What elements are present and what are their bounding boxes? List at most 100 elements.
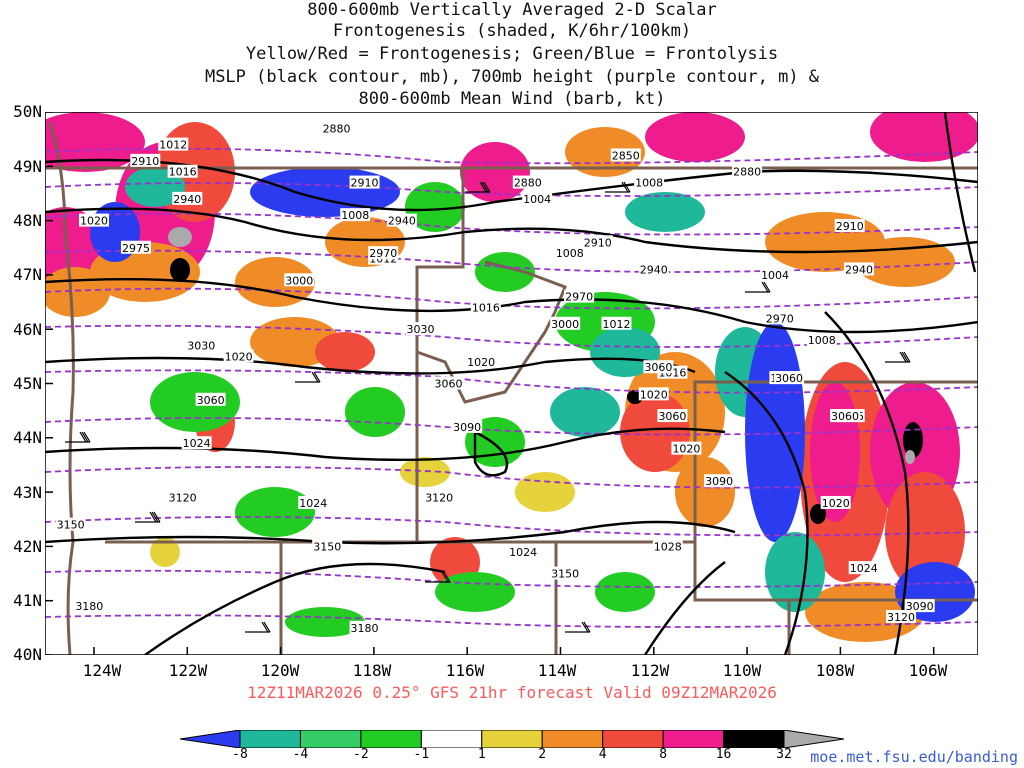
height-contour-label: 3120 <box>424 490 455 505</box>
height-contour-label: 2970 <box>764 311 795 325</box>
svg-text:2940: 2940 <box>388 215 416 228</box>
svg-text:1012: 1012 <box>602 318 630 331</box>
colorbar-segment <box>299 730 362 748</box>
svg-text:1004: 1004 <box>523 193 551 206</box>
height-contour-label: 2910 <box>130 153 161 168</box>
mslp-contour-label: 1016 <box>167 164 198 179</box>
colorbar-segment <box>239 730 301 748</box>
svg-text:1020: 1020 <box>467 356 495 369</box>
lon-label-122w: 122W <box>168 661 208 680</box>
svg-text:2910: 2910 <box>836 220 864 233</box>
svg-text:3120: 3120 <box>169 492 197 505</box>
svg-text:3180: 3180 <box>75 600 103 613</box>
lat-label-42n: 42N <box>13 537 42 556</box>
svg-text:1016: 1016 <box>169 166 197 179</box>
svg-text:2880: 2880 <box>514 177 542 190</box>
colorbar-segment <box>662 730 725 748</box>
svg-text:1020: 1020 <box>822 497 850 510</box>
height-contour-label: 3030 <box>186 338 217 352</box>
lat-label-50n: 50N <box>13 102 42 121</box>
colorbar-tick-label: 8 <box>659 747 668 762</box>
svg-text:2970: 2970 <box>369 247 397 260</box>
mslp-contour-label: 1020 <box>223 349 254 363</box>
height-contour-label: 3150 <box>550 566 581 581</box>
colorbar-segment <box>420 730 483 748</box>
lon-label-110w: 110W <box>722 661 762 680</box>
height-contour-label: 3090 <box>904 599 935 613</box>
height-contour-label: 2970 <box>368 246 399 260</box>
svg-text:3090: 3090 <box>453 421 481 434</box>
mslp-contour-label: 1020 <box>466 354 497 369</box>
svg-text:3120: 3120 <box>425 492 453 505</box>
svg-text:1020: 1020 <box>225 350 253 363</box>
svg-text:3060: 3060 <box>197 394 225 407</box>
svg-text:2970: 2970 <box>565 291 593 304</box>
lat-label-40n: 40N <box>13 645 42 664</box>
title-line-2: Frontogenesis (shaded, K/6hr/100km) <box>332 21 692 41</box>
colorbar-segment <box>602 730 664 748</box>
height-contour-label: 2880 <box>321 121 352 135</box>
svg-text:2880: 2880 <box>733 166 761 179</box>
height-contour-label: 2910 <box>349 175 380 190</box>
svg-text:1028: 1028 <box>654 540 682 553</box>
colorbar-tick-label: 2 <box>538 747 547 762</box>
colorbar-segment <box>783 730 844 748</box>
forecast-valid-time: 12Z11MAR2026 0.25° GFS 21hr forecast Val… <box>247 683 777 702</box>
mslp-contour-label: 1016 <box>470 300 501 314</box>
height-contour-label: 3150 <box>312 539 343 553</box>
svg-text:1024: 1024 <box>183 437 211 450</box>
colorbar-segment <box>360 730 422 748</box>
height-contour-label: 3060 <box>657 409 688 423</box>
height-contour-label: 2850 <box>610 148 641 162</box>
svg-text:1020: 1020 <box>80 215 108 228</box>
contour-labels: 1012101610201008101210041008100810161012… <box>55 121 935 635</box>
svg-text:3000: 3000 <box>551 318 579 331</box>
height-contour-label: 3060 <box>774 371 805 385</box>
svg-text:1012: 1012 <box>159 139 187 152</box>
height-contour-label: 2940 <box>172 191 203 206</box>
colorbar-tick-label: -8 <box>232 747 248 762</box>
lon-label-108w: 108W <box>815 661 855 680</box>
svg-text:1024: 1024 <box>299 497 327 510</box>
svg-text:2880: 2880 <box>323 122 351 135</box>
svg-text:1004: 1004 <box>761 269 789 282</box>
svg-text:1008: 1008 <box>635 177 663 190</box>
svg-text:3030: 3030 <box>187 339 215 352</box>
svg-text:3150: 3150 <box>57 519 85 532</box>
lon-label-106w: 106W <box>908 661 948 680</box>
svg-text:3090: 3090 <box>705 475 733 488</box>
svg-text:1020: 1020 <box>640 388 668 401</box>
svg-text:2910: 2910 <box>131 155 159 168</box>
colorbar-segment <box>180 730 241 748</box>
svg-text:3180: 3180 <box>351 622 379 635</box>
mslp-contour-label: 1008 <box>634 175 665 190</box>
svg-text:3150: 3150 <box>313 540 341 553</box>
mslp-contour-label: 1012 <box>601 316 632 331</box>
mslp-contour-label: 1028 <box>652 539 683 553</box>
svg-text:2910: 2910 <box>584 236 612 249</box>
height-contour-label: 2940 <box>844 262 875 276</box>
height-contour-label: 3180 <box>349 620 380 635</box>
lat-label-43n: 43N <box>13 483 42 502</box>
mslp-contour-label: 1024 <box>508 544 539 559</box>
lat-label-49n: 49N <box>13 157 42 176</box>
svg-text:1024: 1024 <box>509 546 537 559</box>
height-contour-label: 2880 <box>512 175 543 190</box>
title-line-5: 800-600mb Mean Wind (barb, kt) <box>358 89 666 109</box>
height-contour-label: 2975 <box>120 240 151 255</box>
mslp-contour-label: 1008 <box>806 333 837 347</box>
svg-text:3000: 3000 <box>285 274 313 287</box>
svg-text:3120: 3120 <box>887 611 915 624</box>
height-contour-label: 3000 <box>550 316 581 331</box>
svg-text:2970: 2970 <box>766 312 794 325</box>
colorbar-segment <box>541 730 604 748</box>
svg-text:2910: 2910 <box>351 177 379 190</box>
svg-text:1024: 1024 <box>850 562 878 575</box>
lon-label-112w: 112W <box>630 661 670 680</box>
mslp-contour-label: 1020 <box>820 495 851 510</box>
svg-text:3060: 3060 <box>831 410 859 423</box>
title-line-4: MSLP (black contour, mb), 700mb height (… <box>204 67 820 87</box>
height-contour-label: 3150 <box>55 517 86 532</box>
height-contour-label: 2970 <box>564 289 595 304</box>
lon-label-124w: 124W <box>82 661 122 680</box>
